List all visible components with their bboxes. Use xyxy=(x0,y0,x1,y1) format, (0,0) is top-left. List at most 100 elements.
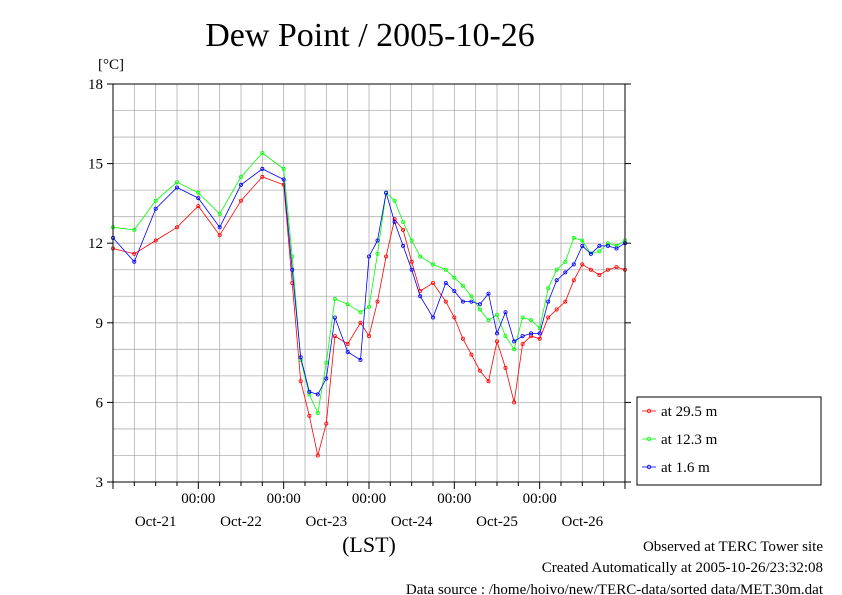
footer-observed: Observed at TERC Tower site xyxy=(643,539,823,555)
x-axis-label: (LST) xyxy=(342,532,396,557)
data-point-series-3 xyxy=(260,166,265,171)
data-point-series-3 xyxy=(196,196,201,201)
data-point-series-3 xyxy=(580,243,585,248)
data-point-series-2 xyxy=(529,318,534,323)
data-point-series-3 xyxy=(494,331,499,336)
data-point-series-2 xyxy=(443,267,448,272)
legend-swatch-marker xyxy=(646,464,652,470)
data-point-series-3 xyxy=(597,243,602,248)
data-point-series-2 xyxy=(196,190,201,195)
data-point-series-2 xyxy=(469,294,474,299)
data-point-series-3 xyxy=(409,267,414,272)
data-point-series-3 xyxy=(238,182,243,187)
series-line-1 xyxy=(112,176,626,456)
data-point-series-3 xyxy=(503,310,508,315)
y-tick-label: 18 xyxy=(88,77,103,93)
series-line-2 xyxy=(112,152,626,415)
data-point-series-1 xyxy=(529,334,534,339)
x-tick-time-label: 00:00 xyxy=(267,491,301,507)
legend-swatch-marker xyxy=(646,436,652,442)
data-point-series-3 xyxy=(332,315,337,320)
data-point-series-3 xyxy=(132,259,137,264)
data-point-series-2 xyxy=(401,219,406,224)
data-point-series-3 xyxy=(529,331,534,336)
data-point-series-3 xyxy=(217,225,222,230)
data-point-series-1 xyxy=(469,352,474,357)
data-point-series-1 xyxy=(512,400,517,405)
data-point-series-3 xyxy=(324,376,329,381)
x-tick-time-label: 00:00 xyxy=(181,491,215,507)
data-point-series-2 xyxy=(332,296,337,301)
x-tick-date-label: Oct-22 xyxy=(220,514,262,530)
data-point-series-3 xyxy=(366,254,371,259)
data-point-series-1 xyxy=(614,265,619,270)
data-point-series-2 xyxy=(174,180,179,185)
data-point-series-1 xyxy=(537,336,542,341)
data-point-series-1 xyxy=(153,238,158,243)
legend-label: at 29.5 m xyxy=(661,404,718,420)
y-tick-label: 9 xyxy=(96,316,104,332)
data-point-series-3 xyxy=(477,302,482,307)
data-point-series-3 xyxy=(392,219,397,224)
data-point-series-2 xyxy=(430,262,435,267)
data-point-series-3 xyxy=(469,299,474,304)
data-point-series-3 xyxy=(563,270,568,275)
data-point-series-3 xyxy=(605,243,610,248)
data-point-series-1 xyxy=(430,280,435,285)
x-tick-time-label: 00:00 xyxy=(523,491,557,507)
data-point-series-2 xyxy=(307,392,312,397)
data-point-series-2 xyxy=(554,267,559,272)
data-point-series-1 xyxy=(452,315,457,320)
legend-label: at 1.6 m xyxy=(661,460,710,476)
x-tick-time-label: 00:00 xyxy=(352,491,386,507)
data-point-series-2 xyxy=(418,254,423,259)
data-point-series-2 xyxy=(132,227,137,232)
data-point-series-1 xyxy=(580,262,585,267)
data-point-series-2 xyxy=(477,307,482,312)
data-point-series-1 xyxy=(174,225,179,230)
data-point-series-3 xyxy=(298,355,303,360)
legend-swatch-marker xyxy=(646,408,652,414)
data-point-series-1 xyxy=(307,413,312,418)
data-point-series-3 xyxy=(375,238,380,243)
data-point-series-1 xyxy=(409,259,414,264)
data-point-series-1 xyxy=(460,336,465,341)
x-tick-time-label: 00:00 xyxy=(437,491,471,507)
x-tick-date-label: Oct-23 xyxy=(306,514,348,530)
data-point-series-1 xyxy=(260,174,265,179)
data-point-series-1 xyxy=(571,278,576,283)
data-point-series-1 xyxy=(520,341,525,346)
data-point-series-1 xyxy=(345,341,350,346)
data-point-series-3 xyxy=(512,339,517,344)
x-tick-date-label: Oct-21 xyxy=(135,514,177,530)
data-point-series-1 xyxy=(597,272,602,277)
data-point-series-2 xyxy=(153,198,158,203)
data-point-series-2 xyxy=(217,211,222,216)
data-point-series-1 xyxy=(546,315,551,320)
data-point-series-2 xyxy=(460,283,465,288)
data-point-series-3 xyxy=(443,280,448,285)
data-point-series-3 xyxy=(307,389,312,394)
data-point-series-1 xyxy=(486,379,491,384)
data-point-series-1 xyxy=(503,365,508,370)
data-point-series-3 xyxy=(571,262,576,267)
data-point-series-2 xyxy=(494,312,499,317)
data-point-series-1 xyxy=(554,307,559,312)
data-point-series-3 xyxy=(153,206,158,211)
data-point-series-1 xyxy=(217,233,222,238)
data-point-series-2 xyxy=(315,410,320,415)
data-point-series-2 xyxy=(392,198,397,203)
data-point-series-2 xyxy=(580,238,585,243)
data-point-series-2 xyxy=(366,304,371,309)
data-point-series-2 xyxy=(614,243,619,248)
x-tick-date-label: Oct-26 xyxy=(562,514,604,530)
data-point-series-2 xyxy=(512,347,517,352)
data-point-series-2 xyxy=(486,318,491,323)
legend-label: at 12.3 m xyxy=(661,432,718,448)
data-point-series-3 xyxy=(546,299,551,304)
data-point-series-1 xyxy=(563,299,568,304)
legend: at 29.5 m at 12.3 m at 1.6 m xyxy=(636,396,822,486)
y-tick-label: 15 xyxy=(88,157,103,173)
